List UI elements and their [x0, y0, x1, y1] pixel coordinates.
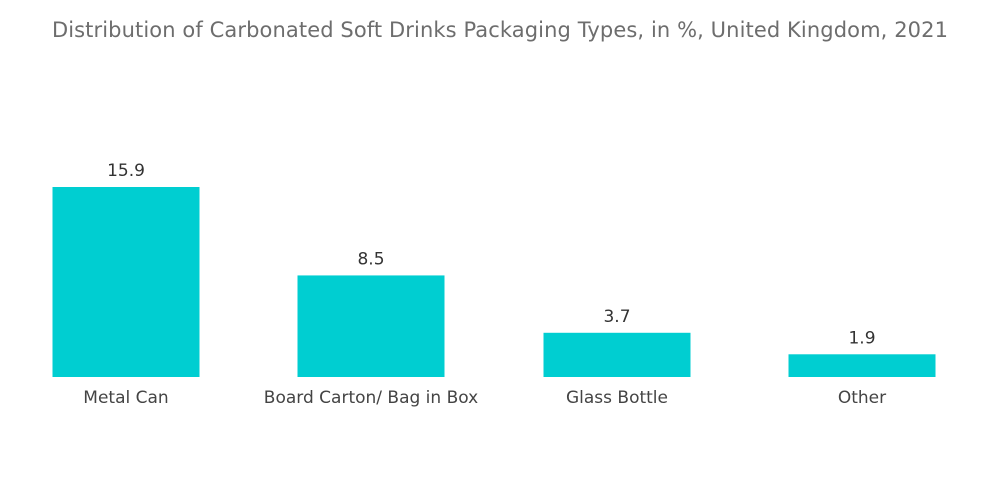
chart-title: Distribution of Carbonated Soft Drinks P…	[51, 18, 949, 42]
bar-3	[788, 354, 936, 377]
category-label-1: Board Carton/ Bag in Box	[264, 388, 478, 408]
value-label-1: 8.5	[357, 249, 384, 269]
category-label-3: Other	[838, 388, 886, 408]
value-label-3: 1.9	[848, 328, 875, 348]
category-label-0: Metal Can	[83, 388, 168, 408]
bars-group	[52, 187, 936, 377]
category-label-2: Glass Bottle	[566, 388, 668, 408]
value-labels-group: 15.9 8.5 3.7 1.9	[107, 161, 875, 348]
bar-1	[297, 275, 445, 377]
bar-2	[543, 332, 691, 377]
value-label-0: 15.9	[107, 161, 145, 181]
value-label-2: 3.7	[603, 307, 630, 327]
bar-0	[52, 187, 200, 377]
category-labels-group: Metal Can Board Carton/ Bag in Box Glass B…	[83, 388, 886, 408]
